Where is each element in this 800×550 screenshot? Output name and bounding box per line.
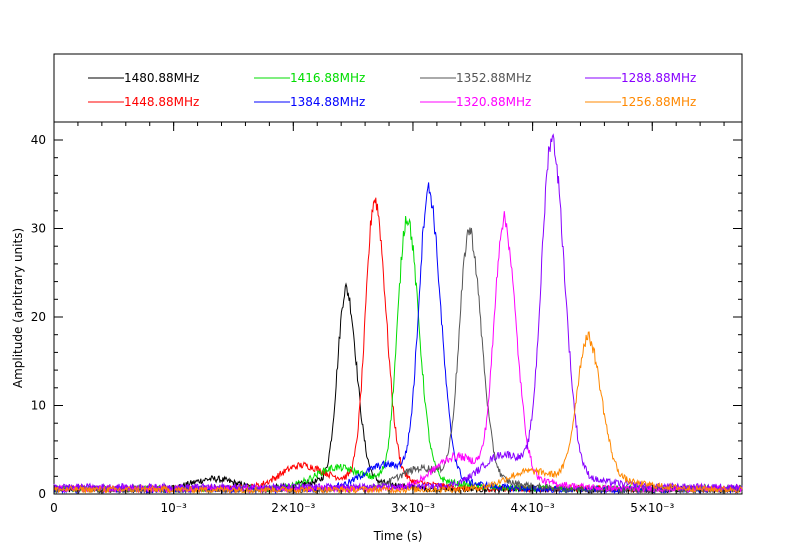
legend-label: 1320.88MHz <box>456 95 531 109</box>
x-tick-label: 5×10⁻³ <box>630 501 674 515</box>
legend-label: 1288.88MHz <box>621 71 696 85</box>
series-line-1320.88MHz <box>53 211 743 494</box>
axes-layer: 0 10⁻³ 2×10⁻³ 3×10⁻³ 4×10⁻³ 5×10⁻³ 0 10 20 30 40 <box>31 122 742 515</box>
legend-label: 1416.88MHz <box>290 71 365 85</box>
x-tick-label: 0 <box>50 501 58 515</box>
x-tick-label: 3×10⁻³ <box>391 501 435 515</box>
legend: 1480.88MHz 1448.88MHz 1416.88MHz 1384.88MHz… <box>88 71 696 109</box>
x-tick-label: 10⁻³ <box>160 501 187 515</box>
legend-label: 1256.88MHz <box>621 95 696 109</box>
y-tick-label: 30 <box>31 222 46 236</box>
legend-label: 1352.88MHz <box>456 71 531 85</box>
legend-box <box>53 53 743 123</box>
x-tick-label: 2×10⁻³ <box>271 501 315 515</box>
series-line-1256.88MHz <box>53 331 743 495</box>
series-line-1416.88MHz <box>53 215 743 494</box>
y-tick-label: 20 <box>31 310 46 324</box>
legend-label: 1384.88MHz <box>290 95 365 109</box>
plot-frame <box>53 121 743 495</box>
x-tick-label: 4×10⁻³ <box>511 501 555 515</box>
legend-label: 1480.88MHz <box>124 71 199 85</box>
legend-label: 1448.88MHz <box>124 95 199 109</box>
y-tick-label: 10 <box>31 399 46 413</box>
y-axis-label: Amplitude (arbitrary units) <box>11 228 25 388</box>
series-line-1352.88MHz <box>53 227 743 495</box>
series-line-1448.88MHz <box>53 197 743 494</box>
y-tick-label: 40 <box>31 133 46 147</box>
x-axis-label: Time (s) <box>373 529 423 543</box>
y-tick-label: 0 <box>38 487 46 501</box>
series-layer <box>53 133 743 495</box>
